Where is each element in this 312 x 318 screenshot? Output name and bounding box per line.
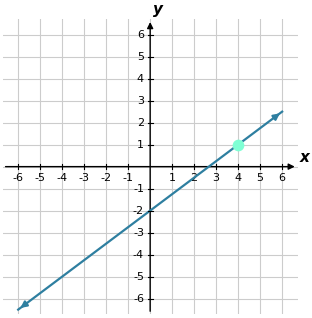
Text: -4: -4 xyxy=(133,250,144,259)
Text: x: x xyxy=(300,150,310,165)
Text: 4: 4 xyxy=(235,173,242,183)
Text: 3: 3 xyxy=(213,173,220,183)
Text: -3: -3 xyxy=(133,228,144,238)
Text: y: y xyxy=(153,2,163,17)
Text: -2: -2 xyxy=(133,206,144,216)
Text: -4: -4 xyxy=(56,173,68,183)
Text: -6: -6 xyxy=(13,173,24,183)
Text: 2: 2 xyxy=(191,173,198,183)
Text: 6: 6 xyxy=(279,173,286,183)
Text: 1: 1 xyxy=(169,173,176,183)
Text: -6: -6 xyxy=(133,294,144,304)
Text: 3: 3 xyxy=(137,96,144,106)
Text: 2: 2 xyxy=(137,118,144,128)
Text: -5: -5 xyxy=(133,272,144,282)
Text: -2: -2 xyxy=(100,173,112,183)
Text: -1: -1 xyxy=(123,173,134,183)
Text: -1: -1 xyxy=(133,183,144,194)
Point xyxy=(236,142,241,147)
Text: 4: 4 xyxy=(137,74,144,84)
Text: 5: 5 xyxy=(137,52,144,62)
Text: 6: 6 xyxy=(137,30,144,40)
Text: -5: -5 xyxy=(35,173,46,183)
Text: 1: 1 xyxy=(137,140,144,150)
Text: 5: 5 xyxy=(257,173,264,183)
Text: -3: -3 xyxy=(79,173,90,183)
